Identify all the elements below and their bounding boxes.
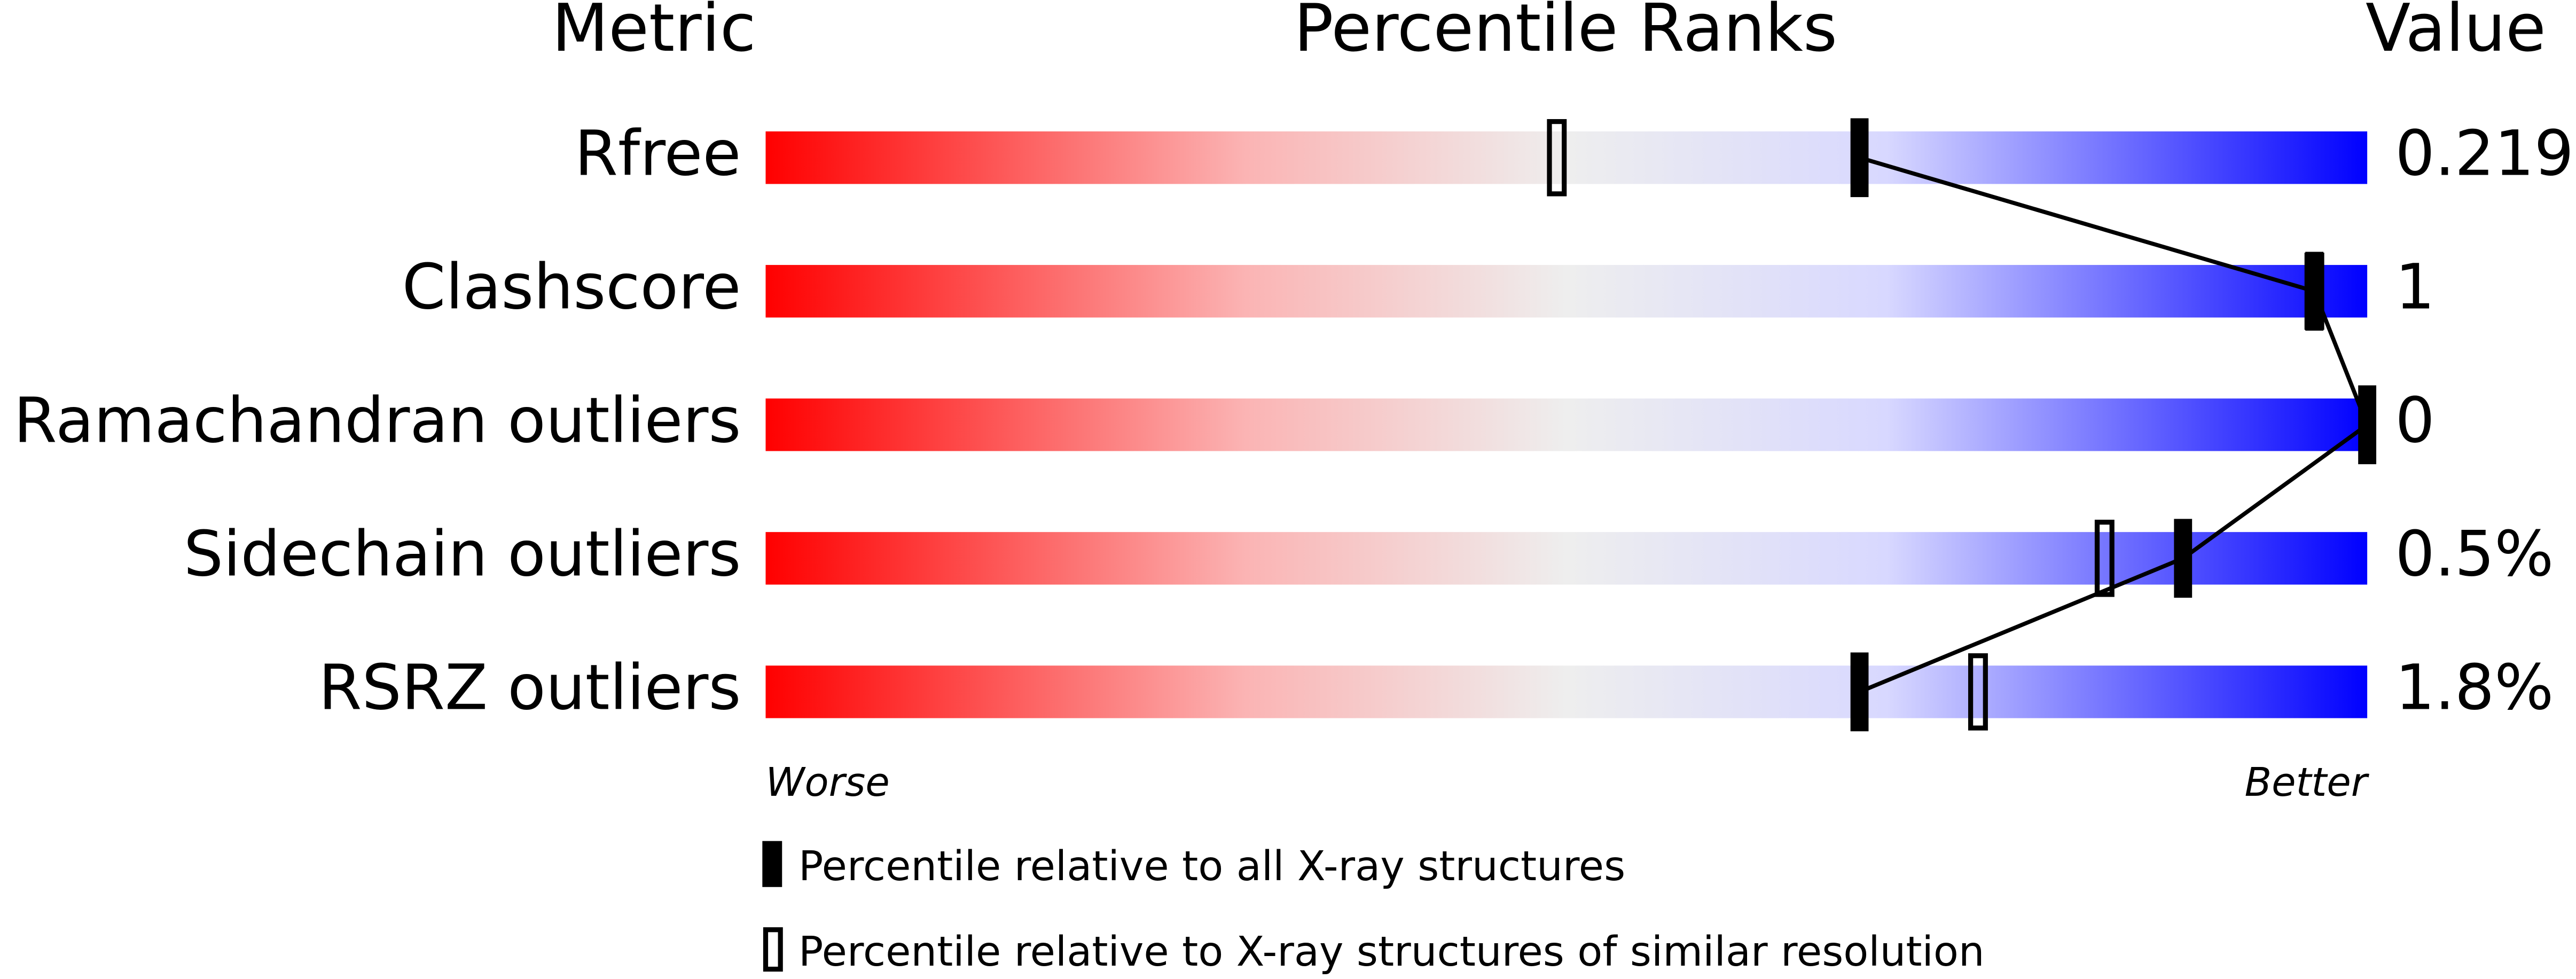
worse-label: Worse xyxy=(765,759,889,805)
header-value: Value xyxy=(2366,0,2546,67)
metric-label: Sidechain outliers xyxy=(184,518,741,591)
legend-filled-marker xyxy=(762,841,782,887)
metric-label: Ramachandran outliers xyxy=(13,385,741,457)
legend-entry: Percentile relative to all X-ray structu… xyxy=(798,843,1625,890)
value-label: 0.5% xyxy=(2395,518,2554,591)
value-label: 1 xyxy=(2395,251,2434,324)
similar-resolution-marker xyxy=(1968,653,1988,731)
better-label: Better xyxy=(2244,759,2369,805)
percentile-bar xyxy=(765,398,2368,451)
header-metric: Metric xyxy=(552,0,756,67)
percentile-bar xyxy=(765,532,2368,585)
similar-resolution-marker xyxy=(1547,119,1567,197)
legend-entry: Percentile relative to X-ray structures … xyxy=(798,928,1985,976)
similar-resolution-marker xyxy=(2094,520,2115,597)
all-structures-marker xyxy=(1850,652,1869,732)
value-label: 0 xyxy=(2395,385,2434,457)
header-ranks: Percentile Ranks xyxy=(1294,0,1837,67)
metric-label: Rfree xyxy=(575,117,741,190)
value-label: 1.8% xyxy=(2395,652,2554,724)
percentile-bar xyxy=(765,265,2368,318)
legend-open-marker xyxy=(763,927,783,972)
all-structures-marker xyxy=(2174,519,2193,598)
all-structures-marker xyxy=(1850,118,1869,198)
all-structures-marker xyxy=(2305,252,2324,331)
metric-label: Clashscore xyxy=(402,251,741,324)
metric-label: RSRZ outliers xyxy=(318,652,741,724)
value-label: 0.219 xyxy=(2395,117,2574,190)
percentile-bar xyxy=(765,665,2368,718)
all-structures-marker xyxy=(2358,385,2377,465)
